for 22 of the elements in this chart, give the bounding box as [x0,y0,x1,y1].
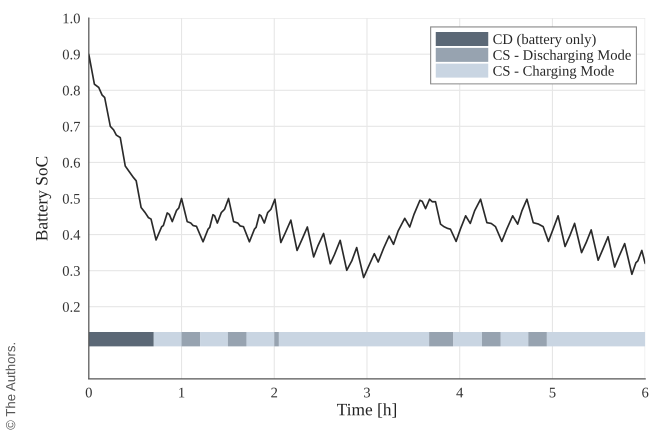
x-tick-label: 2 [271,388,278,398]
y-axis-title: Battery SoC [36,156,52,241]
x-tick-label: 0 [86,388,92,398]
x-tick-label: 1 [179,388,184,398]
x-tick-label: 4 [456,388,464,398]
y-tick-label: 0.6 [62,158,80,168]
legend-label: CS - Charging Mode [493,66,614,79]
y-tick-label: 0.4 [62,230,80,240]
x-axis-title: Time [h] [336,403,396,418]
x-tick-label: 6 [642,388,648,398]
y-tick-label: 0.5 [62,194,80,204]
text: © The Authors. [6,343,16,430]
y-tick-label: 0.8 [62,86,80,96]
y-tick-label: 0.2 [62,302,80,312]
y-tick-label: 1.0 [64,14,80,24]
legend-label: CS - Discharging Mode [493,50,631,63]
y-tick-label: 0.9 [62,50,80,60]
y-tick-label: 0.7 [62,122,80,132]
x-tick-label: 3 [364,388,370,398]
x-tick-label: 5 [550,388,556,398]
y-tick-label: 0.3 [62,266,80,276]
legend-label: CD (battery only) [493,34,596,48]
